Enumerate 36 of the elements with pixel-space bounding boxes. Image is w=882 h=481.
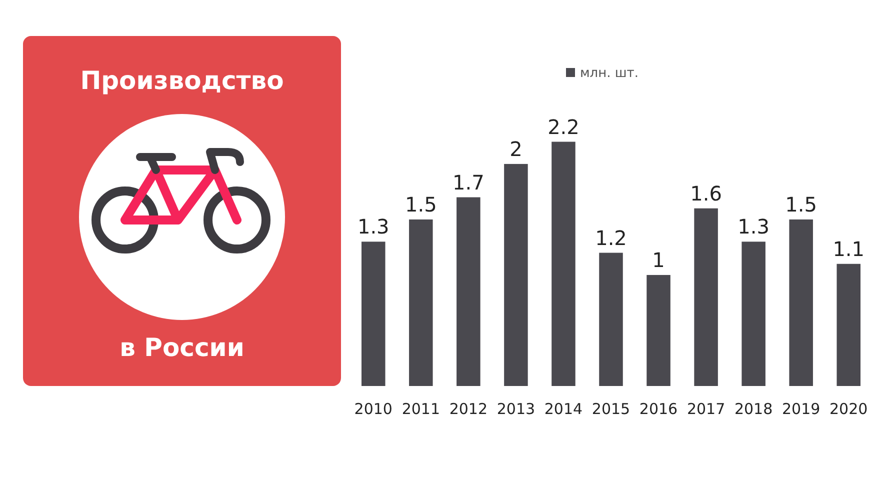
x-tick-label: 2014 xyxy=(544,400,583,418)
x-tick-label: 2017 xyxy=(686,400,726,418)
data-label: 1 xyxy=(652,248,665,272)
x-tick-label: 2015 xyxy=(592,400,630,418)
bar xyxy=(646,274,670,386)
x-tick-label: 2013 xyxy=(496,400,536,418)
bar xyxy=(456,197,480,386)
bar xyxy=(599,252,623,386)
bar xyxy=(789,219,813,386)
data-label: 2 xyxy=(510,136,522,161)
data-label: 1.2 xyxy=(595,226,627,250)
bar xyxy=(836,264,860,386)
x-tick-label: 2016 xyxy=(639,400,678,418)
bar xyxy=(694,208,718,386)
data-label: 2.2 xyxy=(548,114,580,139)
bar xyxy=(409,219,433,386)
bar xyxy=(552,142,576,386)
x-tick-label: 2012 xyxy=(449,400,488,418)
bar xyxy=(362,242,386,386)
data-label: 1.5 xyxy=(405,192,437,216)
x-tick-label: 2010 xyxy=(354,400,392,418)
data-label: 1.5 xyxy=(785,192,817,216)
x-tick-label: 2018 xyxy=(734,400,773,418)
bar xyxy=(504,164,528,386)
x-tick-label: 2019 xyxy=(782,400,820,418)
data-label: 1.7 xyxy=(452,170,484,194)
data-label: 1.3 xyxy=(357,214,390,239)
text: в России xyxy=(120,333,244,362)
chart-title: Производство xyxy=(80,66,284,95)
data-label: 1.3 xyxy=(738,214,770,239)
data-label: 1.1 xyxy=(832,236,865,261)
x-tick-label: 2011 xyxy=(402,400,440,418)
x-tick-label: 2020 xyxy=(830,400,868,418)
bar xyxy=(742,242,766,386)
legend-label: млн. шт. xyxy=(580,66,638,81)
data-label: 1.6 xyxy=(690,181,722,206)
